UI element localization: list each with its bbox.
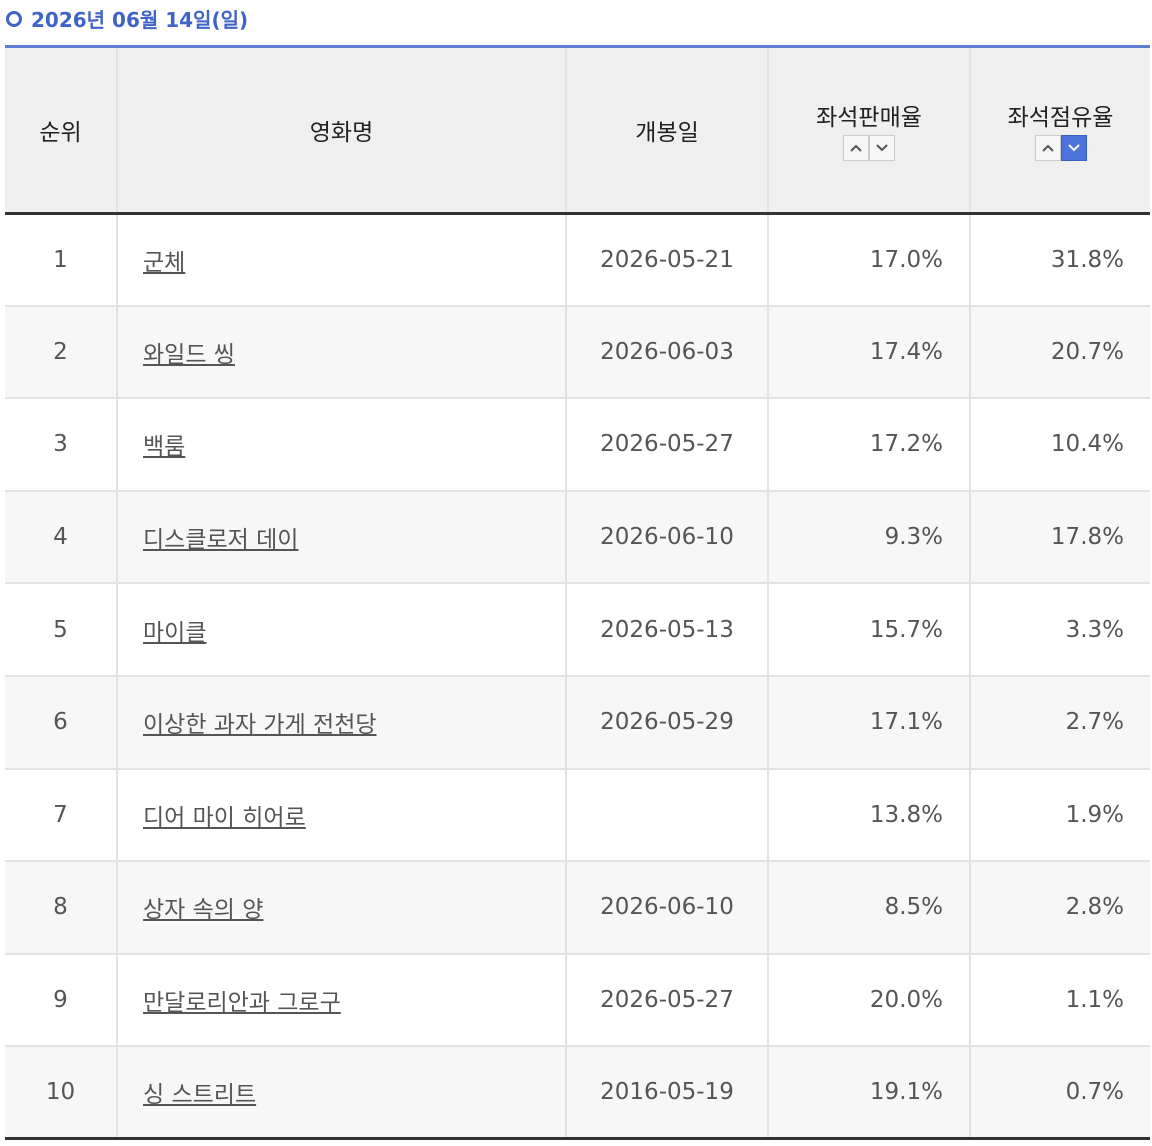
movie-title: 디스클로저 데이 (116, 490, 567, 584)
table-head: 순위 영화명 개봉일 좌석판매율 좌석점유율 (5, 48, 1150, 213)
table-row: 7 디어 마이 히어로 13.8% 1.9% (5, 768, 1150, 862)
chevron (850, 144, 862, 152)
release-date: 2026-06-03 (565, 305, 769, 399)
chevron (876, 144, 888, 152)
sort-desc[interactable] (1060, 135, 1087, 162)
seat-share-rate: 2.7% (969, 675, 1150, 769)
rank: 3 (5, 398, 118, 491)
movie-title: 만달로리안과 그로구 (116, 953, 567, 1047)
table-row: 9 만달로리안과 그로구 2026-05-27 20.0% 1.1% (5, 953, 1150, 1047)
movie-link[interactable]: 군체 (143, 249, 186, 276)
rank: 2 (5, 305, 118, 399)
seat-sales-rate: 15.7% (767, 583, 971, 676)
release-date (565, 768, 769, 862)
title-bar: 2026년 06월 14일(일) (5, 0, 1150, 48)
ranking-table: 순위 영화명 개봉일 좌석판매율 좌석점유율 1 군체 2026-05-21 17.0% 31.… (5, 48, 1150, 1140)
seat-share-rate: 10.4% (969, 398, 1150, 491)
table-row: 4 디스클로저 데이 2026-06-10 9.3% 17.8% (5, 490, 1150, 584)
rank: 8 (5, 861, 118, 954)
column-header: 영화명 (116, 48, 567, 213)
header-label: 좌석판매율 (816, 105, 922, 132)
movie-link[interactable]: 디스클로저 데이 (143, 527, 299, 554)
seat-share-rate: 2.8% (969, 861, 1150, 954)
release-date: 2026-05-21 (565, 213, 769, 306)
column-header: 순위 (5, 48, 118, 213)
release-date: 2026-06-10 (565, 490, 769, 584)
movie-title: 상자 속의 양 (116, 861, 567, 954)
seat-sales-rate: 8.5% (767, 861, 971, 954)
table-row: 2 와일드 씽 2026-06-03 17.4% 20.7% (5, 305, 1150, 399)
header-label: 순위 (39, 119, 82, 146)
seat-share-rate: 20.7% (969, 305, 1150, 399)
rank: 5 (5, 583, 118, 676)
rank: 6 (5, 675, 118, 769)
movie-link[interactable]: 만달로리안과 그로구 (143, 990, 341, 1017)
table-row: 8 상자 속의 양 2026-06-10 8.5% 2.8% (5, 861, 1150, 954)
release-date: 2026-05-27 (565, 398, 769, 491)
seat-sales-rate: 20.0% (767, 953, 971, 1047)
rank: 10 (5, 1046, 118, 1139)
column-header: 좌석판매율 (767, 48, 971, 213)
rank: 7 (5, 768, 118, 862)
table-row: 10 싱 스트리트 2016-05-19 19.1% 0.7% (5, 1046, 1150, 1139)
header-label: 영화명 (309, 119, 374, 146)
rank: 9 (5, 953, 118, 1047)
column-header: 좌석점유율 (969, 48, 1150, 213)
seat-sales-rate: 9.3% (767, 490, 971, 584)
movie-link[interactable]: 백룸 (143, 434, 186, 461)
date-title: 2026년 06월 14일(일) (31, 8, 249, 32)
column-header: 개봉일 (565, 48, 769, 213)
table-row: 5 마이클 2026-05-13 15.7% 3.3% (5, 583, 1150, 676)
seat-share-rate: 1.1% (969, 953, 1150, 1047)
sort-buttons (971, 132, 1150, 162)
header-label: 좌석점유율 (1007, 105, 1114, 132)
table-row: 3 백룸 2026-05-27 17.2% 10.4% (5, 398, 1150, 491)
table-row: 6 이상한 과자 가게 전천당 2026-05-29 17.1% 2.7% (5, 675, 1150, 769)
table-body: 1 군체 2026-05-21 17.0% 31.8% 2 와일드 씽 2026-06-03 1… (5, 213, 1150, 1139)
title-row: 2026년 06월 14일(일) (5, 4, 248, 33)
chevron (1067, 144, 1080, 152)
table-row: 1 군체 2026-05-21 17.0% 31.8% (5, 213, 1150, 306)
movie-title: 디어 마이 히어로 (116, 768, 567, 862)
seat-sales-rate: 19.1% (767, 1046, 971, 1139)
sort-desc[interactable] (869, 135, 895, 162)
seat-share-rate: 0.7% (969, 1046, 1150, 1139)
movie-title: 백룸 (116, 398, 567, 491)
seat-sales-rate: 13.8% (767, 768, 971, 862)
sort-buttons (769, 132, 969, 162)
seat-share-rate: 31.8% (969, 213, 1150, 306)
movie-title: 싱 스트리트 (116, 1046, 567, 1139)
release-date: 2026-05-29 (565, 675, 769, 769)
seat-sales-rate: 17.2% (767, 398, 971, 491)
bullet-icon (6, 10, 22, 27)
sort-asc[interactable] (1034, 135, 1061, 162)
seat-share-rate: 1.9% (969, 768, 1150, 862)
movie-title: 마이클 (116, 583, 567, 676)
sort-asc[interactable] (843, 135, 869, 162)
movie-link[interactable]: 상자 속의 양 (143, 897, 264, 924)
release-date: 2026-05-27 (565, 953, 769, 1047)
header-row: 순위 영화명 개봉일 좌석판매율 좌석점유율 (5, 48, 1150, 213)
header-label: 개봉일 (635, 119, 699, 146)
movie-title: 와일드 씽 (116, 305, 567, 399)
seat-share-rate: 17.8% (969, 490, 1150, 584)
rank: 1 (5, 213, 118, 306)
release-date: 2026-06-10 (565, 861, 769, 954)
movie-link[interactable]: 디어 마이 히어로 (143, 804, 306, 831)
release-date: 2016-05-19 (565, 1046, 769, 1139)
movie-title: 이상한 과자 가게 전천당 (116, 675, 567, 769)
seat-sales-rate: 17.4% (767, 305, 971, 399)
seat-share-rate: 3.3% (969, 583, 1150, 676)
movie-link[interactable]: 마이클 (143, 619, 207, 646)
movie-title: 군체 (116, 213, 567, 306)
rank: 4 (5, 490, 118, 584)
movie-link[interactable]: 싱 스트리트 (143, 1082, 257, 1109)
movie-link[interactable]: 이상한 과자 가게 전천당 (143, 712, 377, 739)
chevron (1041, 144, 1054, 152)
seat-sales-rate: 17.1% (767, 675, 971, 769)
movie-link[interactable]: 와일드 씽 (143, 341, 235, 368)
release-date: 2026-05-13 (565, 583, 769, 676)
seat-sales-rate: 17.0% (767, 213, 971, 306)
